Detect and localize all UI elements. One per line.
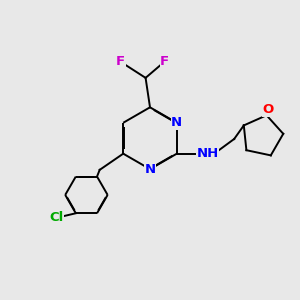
Text: N: N	[171, 116, 182, 129]
Text: N: N	[144, 163, 156, 176]
Text: NH: NH	[196, 147, 219, 160]
Text: F: F	[116, 55, 125, 68]
Text: F: F	[160, 55, 169, 68]
Text: O: O	[262, 103, 274, 116]
Text: Cl: Cl	[50, 211, 64, 224]
